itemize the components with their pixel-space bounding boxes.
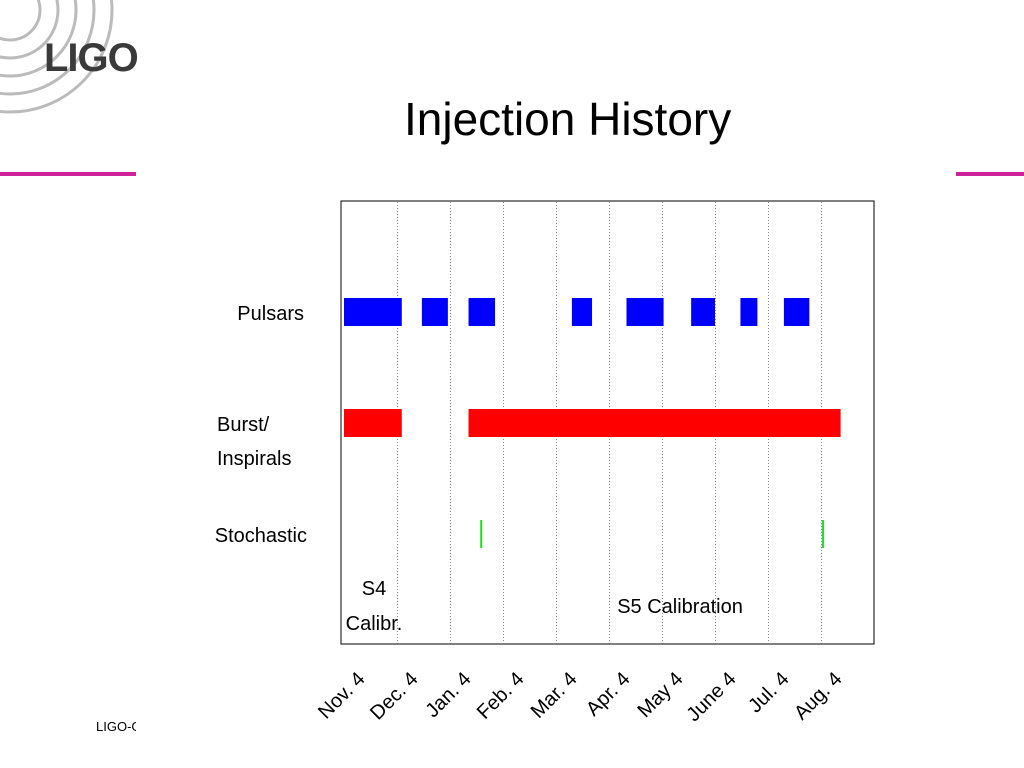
footer-doc-id: LIGO-G <box>96 719 136 734</box>
x-tick-label: Apr. 4 <box>582 668 635 721</box>
ligo-logo-arcs <box>0 0 114 114</box>
logo-arc <box>0 0 96 96</box>
period-annotation: S4 <box>362 578 386 600</box>
ligo-logo: LIGO <box>44 36 139 80</box>
bar-segment <box>691 298 715 326</box>
x-tick-label: Dec. 4 <box>366 668 422 724</box>
row-label: Inspirals <box>217 448 291 470</box>
bar-segment <box>626 298 664 326</box>
bar-segment <box>571 298 593 326</box>
logo-arc <box>0 0 114 114</box>
bar-segment <box>480 520 483 548</box>
bar-segment <box>344 298 402 326</box>
x-tick-label: Aug. 4 <box>790 668 846 724</box>
bar-segment <box>468 298 496 326</box>
x-tick-label: June 4 <box>683 668 741 726</box>
row-label: Stochastic <box>215 525 307 547</box>
bar-segment <box>468 409 841 437</box>
x-tick-label: Jan. 4 <box>421 668 475 722</box>
title-rule-left <box>0 172 136 176</box>
row-label: Pulsars <box>237 303 304 325</box>
bar-segment <box>740 298 758 326</box>
row-label: Burst/ <box>217 414 270 436</box>
bar-segment <box>421 298 448 326</box>
bar-segment <box>783 298 810 326</box>
logo-arc <box>0 0 78 78</box>
logo-arc <box>0 0 60 60</box>
x-tick-label: May 4 <box>633 668 687 722</box>
x-tick-label: Mar. 4 <box>527 668 582 723</box>
title-rule-right <box>956 172 1024 176</box>
logo-arc <box>0 0 42 42</box>
period-annotation: S5 Calibration <box>617 596 743 618</box>
x-tick-label: Jul. 4 <box>744 668 793 717</box>
bar-segment <box>344 409 402 437</box>
bar-segment <box>822 520 825 548</box>
slide-title: Injection History <box>404 93 732 145</box>
period-annotation: Calibr. <box>346 613 403 635</box>
x-tick-label: Nov. 4 <box>314 668 369 723</box>
x-tick-label: Feb. 4 <box>473 668 529 724</box>
